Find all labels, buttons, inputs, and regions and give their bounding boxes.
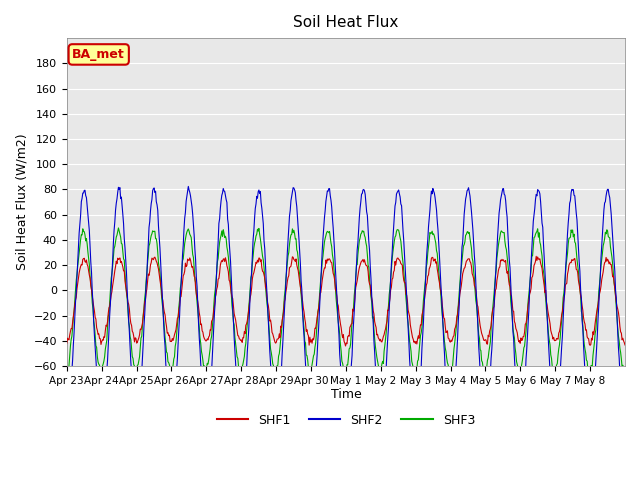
Legend: SHF1, SHF2, SHF3: SHF1, SHF2, SHF3 bbox=[212, 409, 480, 432]
Title: Soil Heat Flux: Soil Heat Flux bbox=[293, 15, 399, 30]
Y-axis label: Soil Heat Flux (W/m2): Soil Heat Flux (W/m2) bbox=[15, 134, 28, 270]
X-axis label: Time: Time bbox=[330, 388, 361, 401]
Text: BA_met: BA_met bbox=[72, 48, 125, 61]
